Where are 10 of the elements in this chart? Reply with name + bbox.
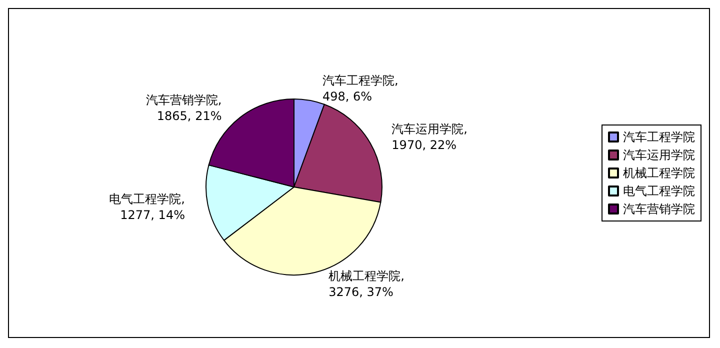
legend-label: 汽车营销学院 [623,202,695,216]
legend-label: 机械工程学院 [623,166,695,180]
legend-label: 电气工程学院 [623,184,695,198]
data-label: 机械工程学院, 3276, 37% [328,269,404,300]
data-label: 电气工程学院, 1277, 14% [109,192,185,222]
legend-label: 汽车工程学院 [623,130,695,144]
data-label: 汽车营销学院, 1865, 21% [146,92,222,123]
data-label: 汽车工程学院, 498, 6% [322,74,398,104]
data-label: 汽车运用学院, 1970, 22% [392,122,468,152]
legend-label: 汽车运用学院 [623,148,695,162]
